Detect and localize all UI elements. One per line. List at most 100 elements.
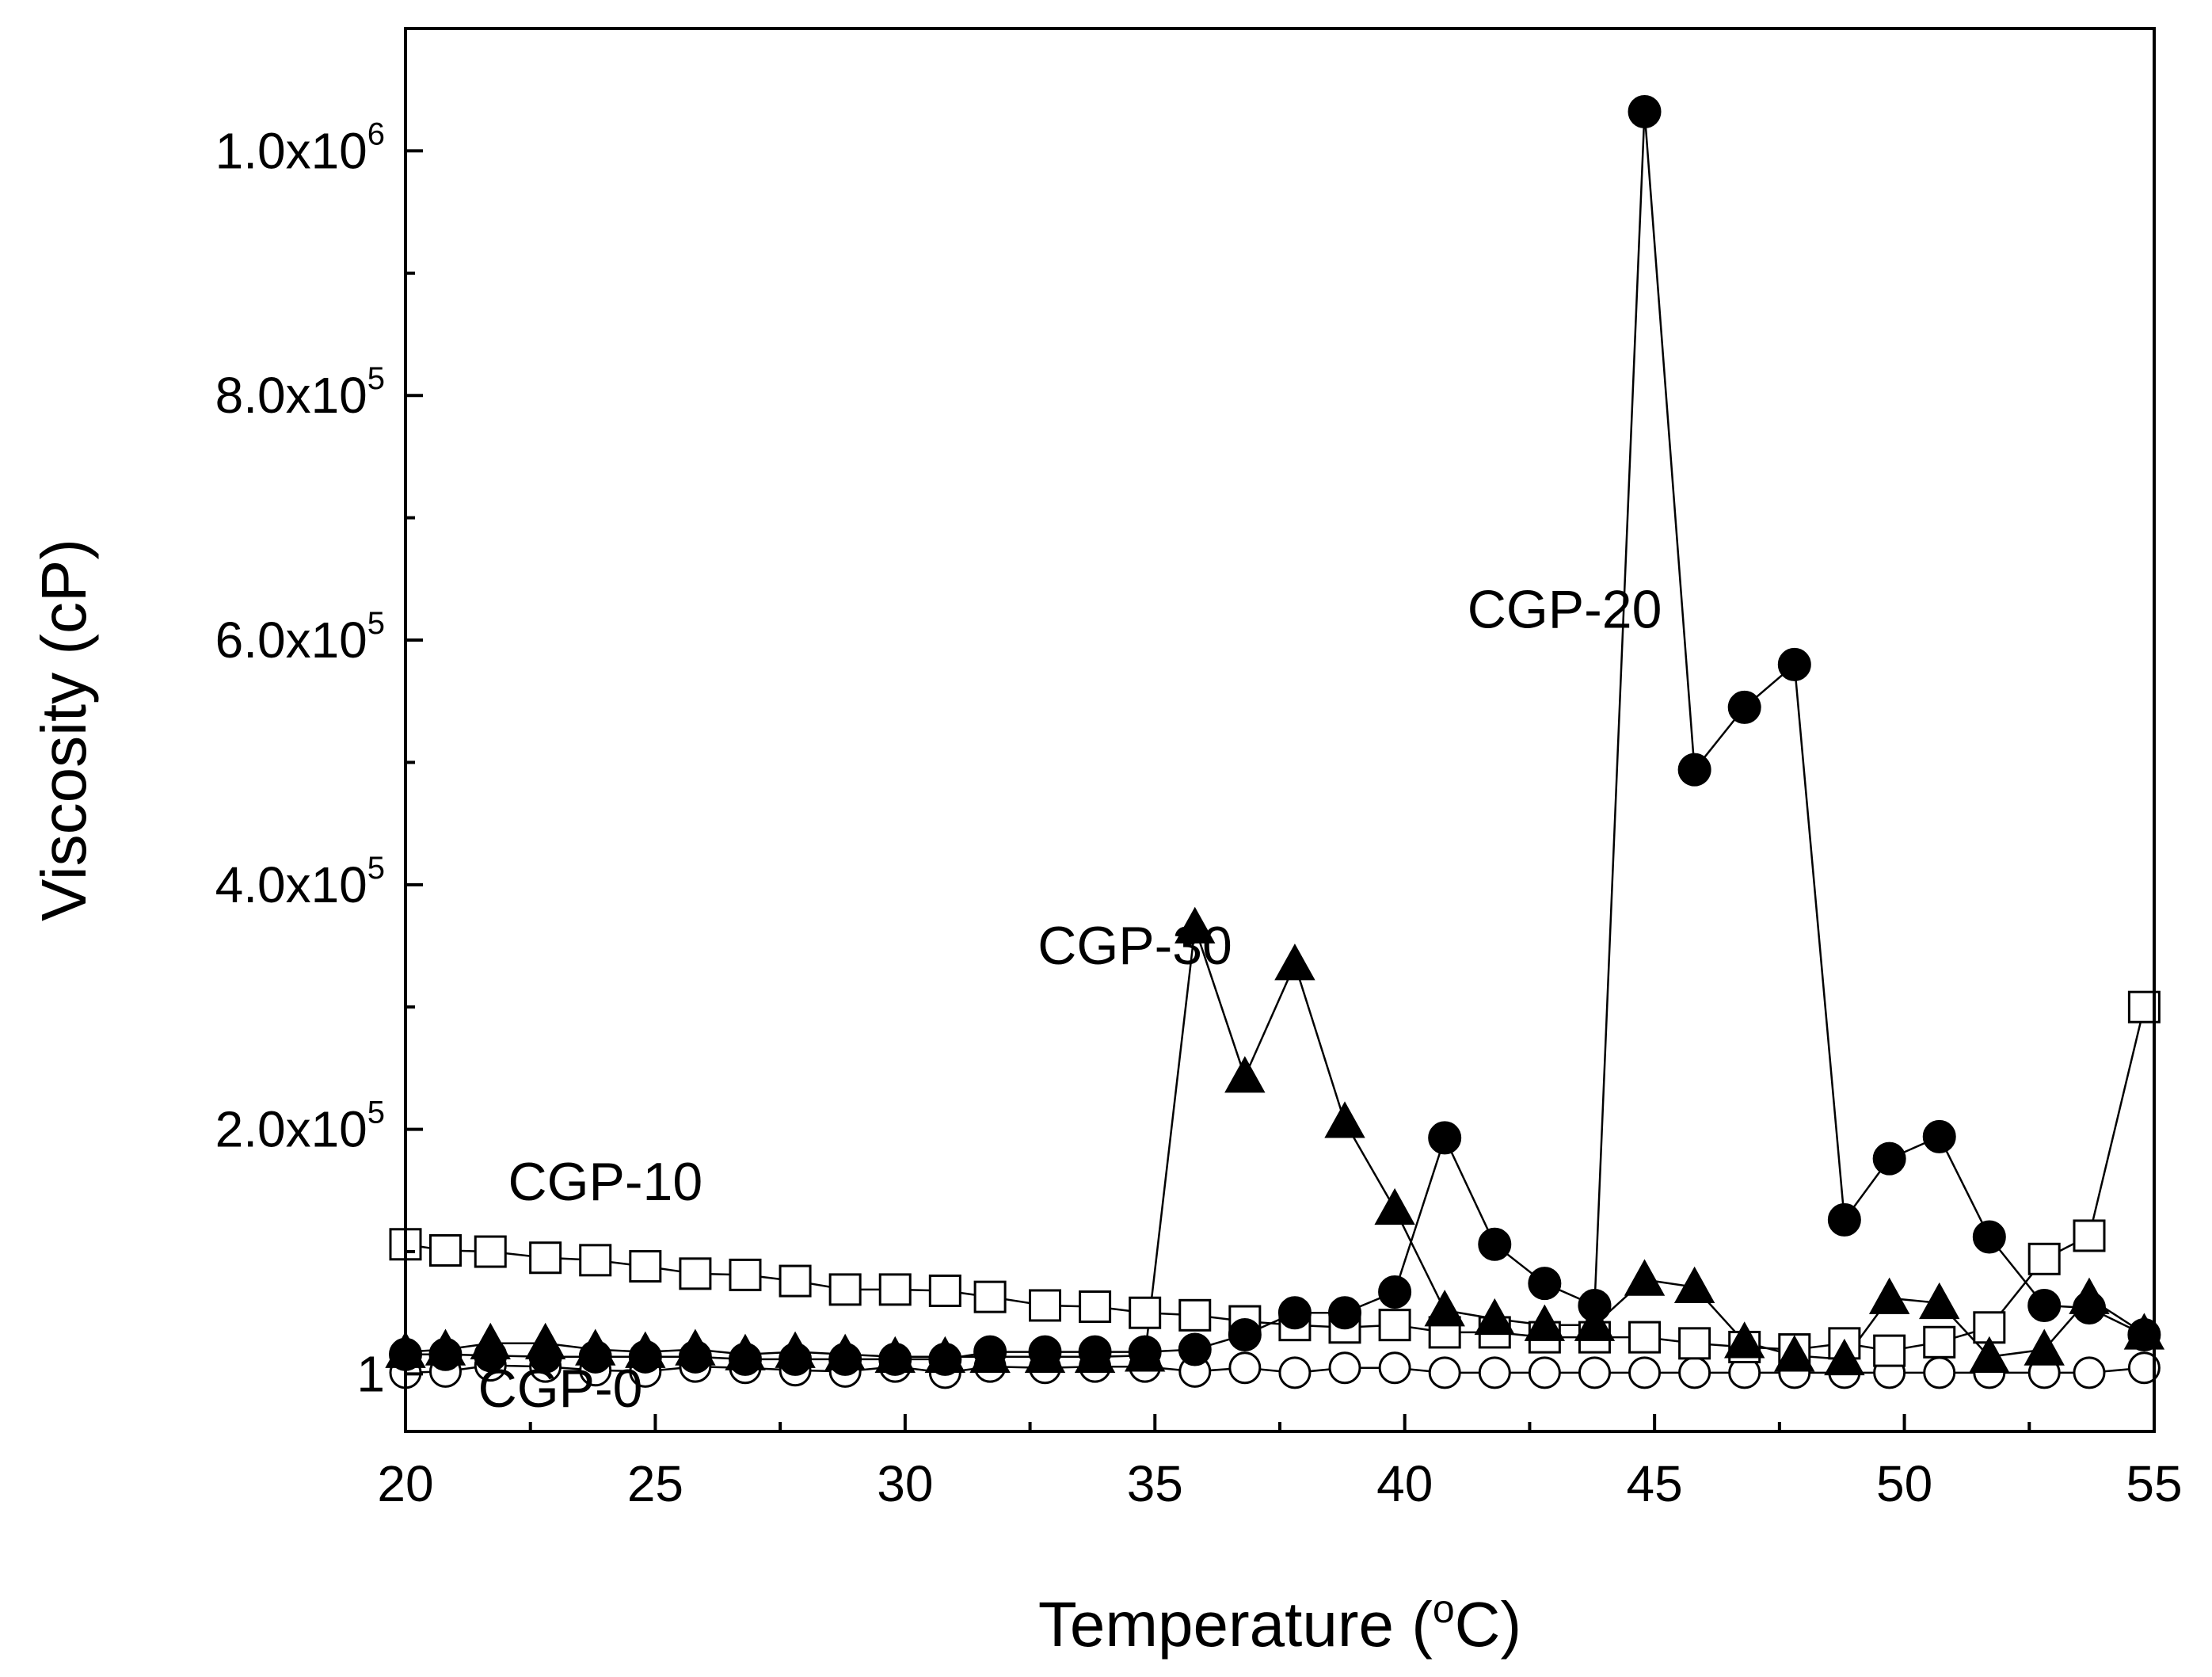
data-point-cgp-10 [729,1258,762,1291]
data-point-cgp-10 [1378,1309,1411,1342]
y-tick-exponent: 5 [367,851,385,886]
data-point-cgp-10 [928,1274,961,1307]
data-point-cgp-30 [524,1322,566,1360]
data-point-cgp-30 [625,1331,666,1368]
data-point-cgp-20 [1628,94,1662,128]
y-tick-label: 2.0x105 [215,1096,385,1158]
data-point-cgp-30 [1723,1321,1765,1359]
data-point-cgp-10 [828,1273,862,1306]
data-point-cgp-10 [428,1233,462,1267]
data-point-cgp-30 [1474,1298,1515,1336]
data-point-cgp-30 [969,1336,1011,1374]
data-point-cgp-10 [1923,1325,1956,1359]
data-point-cgp-30 [775,1331,816,1368]
data-point-cgp-20 [1727,690,1761,724]
data-point-cgp-30 [725,1333,766,1370]
y-tick-exponent: 5 [367,606,385,641]
data-point-cgp-30 [1224,1056,1266,1093]
data-point-cgp-0 [1378,1351,1411,1385]
data-point-cgp-0 [1528,1356,1561,1389]
data-point-cgp-0 [1923,1356,1956,1389]
data-point-cgp-30 [1824,1338,1865,1376]
data-point-cgp-30 [470,1322,511,1360]
y-tick-exponent: 5 [367,1096,385,1130]
data-point-cgp-20 [1178,1332,1212,1366]
y-tick-mantissa: 2.0x10 [215,1101,367,1158]
data-point-cgp-20 [1378,1275,1412,1309]
data-point-cgp-30 [1919,1282,1960,1320]
x-tick-label: 55 [2126,1455,2182,1512]
data-point-cgp-30 [1274,943,1315,981]
data-point-cgp-30 [1868,1277,1910,1314]
data-point-cgp-10 [1628,1321,1662,1354]
x-tick-label: 40 [1376,1455,1433,1512]
x-axis-title-part: o [1433,1587,1455,1631]
data-point-cgp-10 [679,1257,712,1290]
data-point-cgp-20 [1478,1227,1512,1261]
data-point-cgp-10 [1973,1311,2006,1344]
data-point-cgp-30 [1374,1187,1415,1225]
data-point-cgp-0 [2127,1351,2161,1385]
data-point-cgp-30 [1969,1336,2010,1374]
data-point-cgp-10 [1678,1327,1711,1360]
data-point-cgp-30 [2024,1328,2065,1366]
y-tick-label: 6.0x105 [215,606,385,669]
series-label: CGP-30 [1037,916,1232,976]
data-point-cgp-30 [1175,906,1216,944]
x-tick-label: 50 [1876,1455,1932,1512]
y-tick-label: 8.0x105 [215,361,385,424]
data-point-cgp-10 [1873,1334,1906,1367]
x-tick-label: 30 [877,1455,933,1512]
x-axis-title: Temperature (oC) [1038,1587,1521,1660]
data-point-cgp-10 [579,1244,612,1277]
data-point-cgp-20 [1277,1296,1312,1330]
plot-frame [404,27,2156,1433]
data-point-cgp-30 [1324,1101,1365,1138]
data-point-cgp-20 [1428,1121,1462,1155]
data-point-cgp-0 [2073,1356,2106,1389]
x-tick-label: 25 [627,1455,683,1512]
data-point-cgp-10 [629,1250,662,1283]
data-point-cgp-30 [874,1336,916,1374]
data-point-cgp-30 [2069,1277,2110,1314]
data-point-cgp-20 [1922,1119,1956,1153]
series-label: CGP-20 [1468,580,1662,640]
data-point-cgp-20 [1972,1220,2006,1254]
data-point-cgp-20 [1872,1142,1906,1176]
y-tick-mantissa: 4.0x10 [215,856,367,913]
data-point-cgp-10 [1178,1298,1212,1332]
data-point-cgp-10 [529,1241,562,1275]
data-point-cgp-0 [1328,1351,1361,1385]
data-point-cgp-10 [1079,1290,1112,1324]
x-tick-label: 20 [377,1455,433,1512]
data-point-cgp-30 [1574,1304,1616,1341]
y-tick-exponent: 6 [367,116,385,151]
data-point-cgp-10 [878,1273,912,1306]
data-point-cgp-30 [1124,1335,1166,1372]
data-point-cgp-30 [824,1333,866,1370]
data-point-cgp-0 [1678,1356,1711,1389]
data-point-cgp-20 [1228,1318,1262,1352]
data-point-cgp-30 [1074,1336,1116,1374]
data-point-cgp-10 [779,1264,812,1298]
x-axis-title-part: Temperature ( [1038,1589,1433,1660]
data-point-cgp-10 [474,1235,507,1268]
data-point-cgp-30 [1524,1304,1566,1341]
data-point-cgp-10 [2027,1242,2061,1275]
y-tick-label: 4.0x105 [215,851,385,913]
series-label: CGP-0 [478,1359,643,1419]
data-point-cgp-0 [1578,1356,1611,1389]
y-tick-label: 1 [356,1345,385,1402]
data-point-cgp-30 [1024,1336,1066,1374]
data-point-cgp-20 [2027,1288,2062,1322]
y-tick-mantissa: 8.0x10 [215,367,367,424]
data-point-cgp-10 [1129,1296,1162,1329]
data-point-cgp-20 [1328,1296,1362,1330]
data-point-cgp-20 [1677,753,1711,787]
y-tick-mantissa: 1.0x10 [215,122,367,179]
data-point-cgp-10 [1028,1289,1061,1322]
data-point-cgp-0 [1628,1356,1662,1389]
x-axis-title-part: C) [1455,1589,1521,1660]
data-point-cgp-30 [1774,1335,1815,1372]
